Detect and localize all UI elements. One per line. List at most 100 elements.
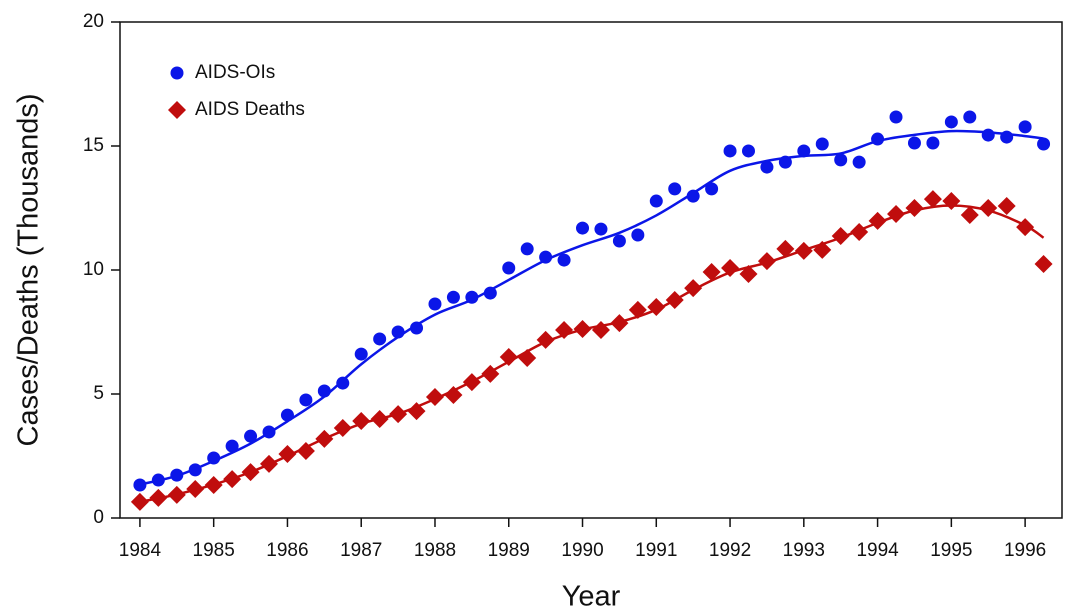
point bbox=[391, 325, 405, 339]
point bbox=[668, 182, 682, 196]
point bbox=[410, 321, 424, 335]
point bbox=[591, 321, 610, 340]
point bbox=[684, 279, 703, 298]
y-tick-label: 5 bbox=[93, 383, 104, 404]
x-tick-label: 1988 bbox=[414, 540, 456, 561]
point bbox=[446, 290, 460, 304]
point bbox=[462, 373, 481, 392]
point bbox=[815, 137, 829, 151]
point bbox=[1018, 120, 1032, 134]
point bbox=[425, 387, 444, 406]
point bbox=[923, 190, 942, 209]
point bbox=[536, 330, 555, 349]
legend-label: AIDS-OIs bbox=[195, 62, 275, 83]
point bbox=[576, 221, 590, 235]
x-tick-label: 1987 bbox=[340, 540, 382, 561]
x-axis-title: Year bbox=[562, 581, 621, 613]
point bbox=[299, 393, 313, 407]
point bbox=[317, 384, 331, 398]
point bbox=[944, 115, 958, 129]
point bbox=[170, 468, 184, 482]
point bbox=[499, 348, 518, 367]
point bbox=[260, 454, 279, 473]
point bbox=[721, 259, 740, 278]
point bbox=[336, 376, 350, 390]
y-axis-title: Cases/Deaths (Thousands) bbox=[13, 94, 45, 447]
point bbox=[647, 297, 666, 316]
point bbox=[373, 332, 387, 346]
point bbox=[315, 429, 334, 448]
point bbox=[705, 182, 719, 196]
legend-marker bbox=[170, 66, 184, 80]
y-tick-label: 20 bbox=[83, 11, 104, 32]
point bbox=[149, 488, 168, 507]
point bbox=[907, 136, 921, 150]
x-tick-label: 1984 bbox=[119, 540, 162, 561]
point bbox=[741, 144, 755, 158]
x-tick-label: 1996 bbox=[1004, 540, 1046, 561]
legend-marker bbox=[168, 101, 186, 119]
point bbox=[481, 364, 500, 383]
point bbox=[1016, 218, 1035, 237]
point bbox=[188, 463, 202, 477]
point bbox=[649, 194, 663, 208]
point bbox=[280, 408, 294, 422]
point bbox=[241, 463, 260, 482]
point bbox=[1034, 255, 1053, 274]
point bbox=[555, 321, 574, 340]
point bbox=[723, 144, 737, 158]
x-tick-label: 1995 bbox=[930, 540, 972, 561]
x-tick-label: 1986 bbox=[266, 540, 308, 561]
point bbox=[278, 445, 297, 464]
point bbox=[370, 410, 389, 429]
point bbox=[926, 136, 940, 150]
point bbox=[333, 418, 352, 437]
point bbox=[631, 228, 645, 242]
point bbox=[465, 290, 479, 304]
x-tick-label: 1992 bbox=[709, 540, 751, 561]
point bbox=[483, 286, 497, 300]
point bbox=[502, 261, 516, 275]
point bbox=[444, 385, 463, 404]
point bbox=[887, 204, 906, 223]
point bbox=[223, 470, 242, 489]
point bbox=[186, 479, 205, 498]
point bbox=[1000, 130, 1014, 144]
point bbox=[520, 242, 534, 256]
point bbox=[797, 144, 811, 158]
point bbox=[207, 451, 221, 465]
point bbox=[407, 402, 426, 421]
point bbox=[1037, 137, 1051, 151]
point bbox=[702, 262, 721, 281]
point bbox=[794, 241, 813, 260]
legend-label: AIDS Deaths bbox=[195, 99, 305, 120]
point bbox=[889, 110, 903, 124]
point bbox=[776, 239, 795, 258]
point bbox=[942, 192, 961, 211]
point bbox=[979, 199, 998, 217]
point bbox=[573, 320, 592, 339]
point bbox=[354, 347, 368, 361]
plot-frame bbox=[119, 21, 1063, 519]
point bbox=[518, 349, 537, 368]
point bbox=[963, 110, 977, 124]
point bbox=[594, 222, 608, 236]
point bbox=[871, 132, 885, 146]
point bbox=[262, 425, 276, 439]
x-tick-label: 1991 bbox=[635, 540, 677, 561]
x-tick-label: 1985 bbox=[193, 540, 235, 561]
point bbox=[167, 485, 186, 504]
point bbox=[133, 478, 147, 492]
point bbox=[296, 442, 315, 461]
point bbox=[981, 128, 995, 142]
x-tick-label: 1989 bbox=[488, 540, 530, 561]
y-tick-label: 15 bbox=[83, 135, 104, 156]
point bbox=[834, 153, 848, 167]
point bbox=[352, 412, 371, 431]
point bbox=[610, 314, 629, 333]
point bbox=[225, 439, 239, 453]
point bbox=[428, 297, 442, 311]
point bbox=[244, 429, 258, 443]
point bbox=[831, 227, 850, 246]
point bbox=[757, 252, 776, 271]
